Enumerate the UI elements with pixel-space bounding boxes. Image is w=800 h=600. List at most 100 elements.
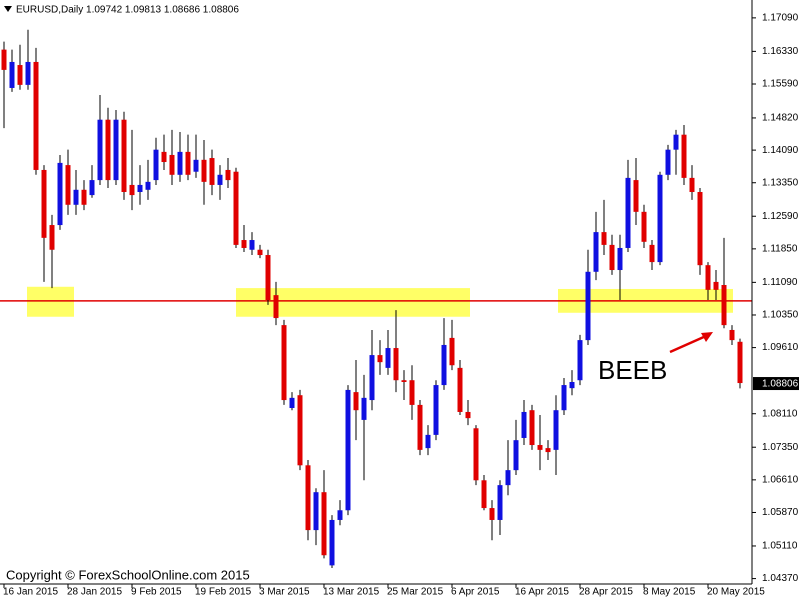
candle-body — [257, 249, 263, 256]
x-tick-label: 19 Feb 2015 — [195, 587, 252, 598]
y-tick-label: 1.15590 — [762, 79, 799, 90]
candle-body — [9, 61, 15, 88]
x-tick-label: 25 Mar 2015 — [387, 587, 444, 598]
y-tick-label: 1.14090 — [762, 145, 799, 156]
candle-body — [721, 285, 727, 326]
current-price-box — [753, 377, 799, 391]
candle-body — [113, 119, 119, 181]
chart-title: EURUSD,Daily 1.09742 1.09813 1.08686 1.0… — [16, 5, 239, 16]
candle-body — [313, 492, 319, 531]
candle-body — [129, 184, 135, 196]
candle-body — [305, 465, 311, 531]
zone — [236, 288, 470, 317]
candle-body — [137, 184, 143, 192]
candle-body — [417, 404, 423, 450]
candle-body — [161, 151, 167, 163]
y-tick-label: 1.13350 — [762, 177, 799, 188]
candle-body — [521, 411, 527, 438]
candle-body — [561, 385, 567, 411]
candle-body — [121, 119, 127, 192]
candle-body — [345, 389, 351, 511]
candle-body — [377, 355, 383, 363]
annotation-text: BEEB — [598, 355, 667, 385]
y-tick-label: 1.11090 — [762, 277, 798, 288]
candle-body — [409, 380, 415, 405]
candle-body — [233, 171, 239, 245]
y-tick-label: 1.04370 — [762, 573, 799, 584]
candle-body — [425, 434, 431, 449]
x-tick-label: 8 May 2015 — [643, 587, 696, 598]
x-tick-label: 28 Jan 2015 — [67, 587, 122, 598]
y-tick-label: 1.10350 — [762, 310, 799, 321]
candles — [1, 29, 743, 569]
candle-body — [665, 149, 671, 175]
x-tick-label: 9 Feb 2015 — [131, 587, 182, 598]
y-tick-label: 1.17090 — [762, 13, 799, 24]
candle-body — [385, 348, 391, 368]
candle-body — [401, 380, 407, 382]
candle-body — [673, 134, 679, 150]
y-tick-label: 1.07350 — [762, 442, 799, 453]
candle-body — [281, 325, 287, 401]
candle-body — [289, 397, 295, 408]
candle-body — [241, 240, 247, 248]
candle-body — [177, 151, 183, 175]
candle-body — [537, 445, 543, 450]
candle-body — [681, 134, 687, 178]
x-tick-label: 6 Apr 2015 — [451, 587, 500, 598]
candle-body — [689, 177, 695, 192]
candle-body — [713, 281, 719, 290]
candle-body — [369, 355, 375, 401]
candle-body — [89, 180, 95, 196]
y-tick-label: 1.09610 — [762, 342, 799, 353]
candle-body — [601, 232, 607, 245]
title-icon — [4, 6, 12, 12]
candle-body — [73, 189, 79, 205]
x-tick-label: 28 Apr 2015 — [579, 587, 633, 598]
candle-body — [185, 151, 191, 175]
y-tick-label: 1.16330 — [762, 46, 799, 57]
candle-body — [17, 65, 23, 85]
zone — [27, 286, 74, 317]
candle-body — [97, 119, 103, 181]
candle-body — [81, 189, 87, 205]
candle-body — [729, 329, 735, 341]
candle-body — [201, 159, 207, 182]
candle-body — [337, 510, 343, 520]
candle-body — [193, 159, 199, 172]
candle-body — [617, 247, 623, 271]
candle-body — [225, 169, 231, 181]
candle-body — [361, 397, 367, 420]
y-tick-label: 1.05110 — [762, 541, 798, 552]
y-tick-label: 1.08110 — [762, 408, 798, 419]
candle-body — [249, 240, 255, 250]
candle-body — [489, 508, 495, 520]
y-tick-label: 1.14820 — [762, 113, 799, 124]
candle-body — [169, 154, 175, 175]
candle-body — [481, 480, 487, 509]
candle-body — [593, 232, 599, 272]
candle-body — [393, 348, 399, 381]
candle-body — [25, 61, 31, 85]
candle-body — [705, 265, 711, 290]
candle-body — [297, 395, 303, 466]
y-tick-label: 1.06610 — [762, 474, 799, 485]
candle-body — [513, 440, 519, 471]
candle-body — [145, 181, 151, 190]
candle-body — [441, 344, 447, 386]
candle-body — [321, 492, 327, 556]
candle-body — [57, 162, 63, 226]
candle-body — [609, 244, 615, 271]
x-tick-label: 16 Apr 2015 — [515, 587, 569, 598]
candle-body — [737, 341, 743, 384]
candle-body — [273, 295, 279, 319]
candle-body — [209, 158, 215, 185]
y-tick-label: 1.12590 — [762, 211, 799, 222]
current-price-label: 1.08806 — [762, 379, 799, 390]
candle-body — [217, 174, 223, 185]
candle-body — [265, 255, 271, 300]
candle-body — [529, 410, 535, 446]
candle-body — [33, 61, 39, 170]
candle-body — [105, 119, 111, 181]
